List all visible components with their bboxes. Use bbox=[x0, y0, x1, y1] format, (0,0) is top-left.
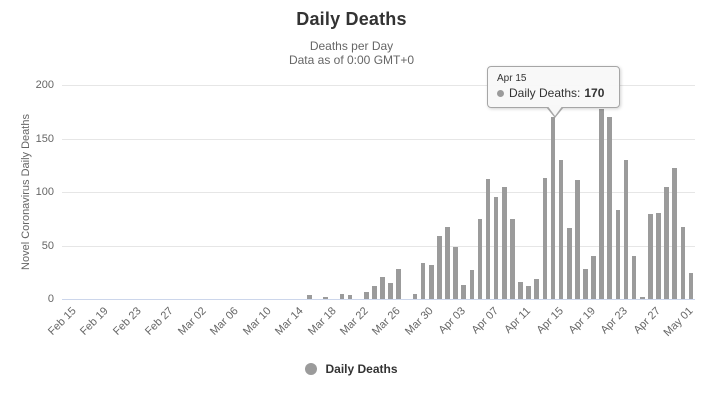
bar-mar-30[interactable] bbox=[420, 262, 426, 299]
bar-apr-01[interactable] bbox=[437, 235, 442, 299]
legend-label: Daily Deaths bbox=[325, 362, 398, 376]
x-tick-label: Apr 23 bbox=[598, 305, 631, 337]
bar-apr-12[interactable] bbox=[526, 286, 531, 299]
x-tick-label: Mar 02 bbox=[175, 305, 209, 338]
bar-apr-16[interactable] bbox=[558, 159, 564, 299]
bar-apr-06[interactable] bbox=[477, 218, 483, 299]
bar-apr-13[interactable] bbox=[534, 278, 540, 299]
x-tick-label: Feb 19 bbox=[78, 305, 112, 338]
tooltip: Apr 15 Daily Deaths: 170 bbox=[487, 66, 620, 118]
bar-apr-08[interactable] bbox=[493, 197, 499, 299]
x-tick-label: Apr 11 bbox=[502, 305, 534, 336]
gridline bbox=[62, 85, 695, 86]
bar-apr-23[interactable] bbox=[615, 210, 621, 299]
bar-apr-15[interactable] bbox=[550, 117, 556, 299]
chart-subtitle-line1: Deaths per Day bbox=[309, 39, 394, 53]
bar-apr-22[interactable] bbox=[607, 117, 613, 299]
x-tick-label: Feb 27 bbox=[143, 305, 176, 338]
x-axis-line bbox=[62, 299, 695, 300]
bar-mar-20[interactable] bbox=[339, 293, 345, 299]
bar-apr-09[interactable] bbox=[501, 186, 507, 299]
x-tick-label: Mar 10 bbox=[240, 305, 274, 338]
bar-mar-27[interactable] bbox=[396, 269, 402, 299]
bar-may-02[interactable] bbox=[688, 273, 694, 299]
bar-mar-21[interactable] bbox=[347, 294, 353, 299]
bar-apr-29[interactable] bbox=[664, 186, 669, 299]
x-tick-label: Apr 07 bbox=[469, 305, 501, 337]
bar-mar-16[interactable] bbox=[307, 294, 312, 299]
y-tick-label: 200 bbox=[35, 79, 54, 91]
bar-apr-07[interactable] bbox=[485, 179, 491, 299]
bar-apr-18[interactable] bbox=[575, 180, 580, 299]
x-tick-label: Apr 03 bbox=[436, 305, 469, 337]
bar-mar-23[interactable] bbox=[364, 291, 369, 299]
bar-apr-03[interactable] bbox=[453, 246, 458, 299]
bar-mar-18[interactable] bbox=[323, 296, 329, 299]
y-tick-label: 150 bbox=[35, 132, 54, 145]
bar-mar-29[interactable] bbox=[412, 293, 418, 299]
x-tick-label: Mar 26 bbox=[370, 305, 404, 338]
legend-item-daily-deaths[interactable]: Daily Deaths bbox=[0, 358, 703, 380]
bar-apr-19[interactable] bbox=[583, 269, 588, 299]
x-tick-label: Mar 14 bbox=[273, 305, 306, 338]
chart-title: Daily Deaths bbox=[296, 9, 407, 29]
bar-apr-27[interactable] bbox=[648, 214, 653, 299]
bar-apr-26[interactable] bbox=[639, 296, 645, 299]
bar-mar-24[interactable] bbox=[372, 286, 377, 299]
bar-apr-20[interactable] bbox=[591, 256, 596, 299]
y-tick-label: 0 bbox=[47, 293, 54, 305]
bar-apr-02[interactable] bbox=[445, 227, 450, 299]
tooltip-arrow-icon bbox=[547, 105, 563, 116]
x-tick-label: Mar 30 bbox=[402, 305, 436, 338]
circle-marker-icon bbox=[305, 363, 318, 375]
bar-mar-25[interactable] bbox=[380, 276, 385, 299]
bar-apr-14[interactable] bbox=[542, 178, 548, 299]
gridline bbox=[62, 245, 695, 247]
bar-apr-17[interactable] bbox=[566, 228, 572, 299]
bar-apr-21[interactable] bbox=[599, 108, 604, 299]
tooltip-date: Apr 15 bbox=[497, 73, 527, 84]
bar-mar-26[interactable] bbox=[388, 282, 393, 299]
tooltip-series-label: Daily Deaths: bbox=[509, 86, 581, 100]
tooltip-value: 170 bbox=[584, 86, 605, 100]
chart-subtitle-line2: Data as of 0:00 GMT+0 bbox=[288, 53, 415, 67]
bar-apr-30[interactable] bbox=[672, 168, 677, 299]
x-tick-label: Apr 27 bbox=[631, 305, 663, 337]
x-tick-label: May 01 bbox=[661, 305, 696, 339]
bar-mar-31[interactable] bbox=[428, 264, 434, 299]
bar-apr-05[interactable] bbox=[469, 270, 475, 299]
bar-apr-28[interactable] bbox=[656, 213, 661, 299]
bar-apr-25[interactable] bbox=[631, 256, 637, 299]
bar-may-01[interactable] bbox=[680, 227, 686, 299]
gridline bbox=[62, 192, 695, 193]
y-tick-label: 100 bbox=[35, 186, 54, 198]
bar-apr-10[interactable] bbox=[510, 218, 515, 299]
series-dot-icon bbox=[497, 89, 504, 97]
y-tick-label: 50 bbox=[41, 239, 54, 252]
x-tick-label: Feb 23 bbox=[110, 305, 144, 338]
x-tick-label: Mar 22 bbox=[338, 305, 371, 338]
bar-apr-11[interactable] bbox=[518, 281, 523, 299]
bar-apr-04[interactable] bbox=[461, 285, 466, 299]
bar-apr-24[interactable] bbox=[623, 159, 629, 299]
tooltip-row: Daily Deaths: 170 bbox=[497, 86, 610, 100]
x-tick-label: Apr 19 bbox=[566, 305, 598, 337]
x-tick-label: Mar 06 bbox=[208, 305, 241, 338]
x-tick-label: Apr 15 bbox=[534, 305, 566, 337]
gridline bbox=[62, 138, 695, 140]
x-tick-label: Feb 15 bbox=[45, 305, 79, 338]
x-tick-label: Mar 18 bbox=[305, 305, 339, 338]
